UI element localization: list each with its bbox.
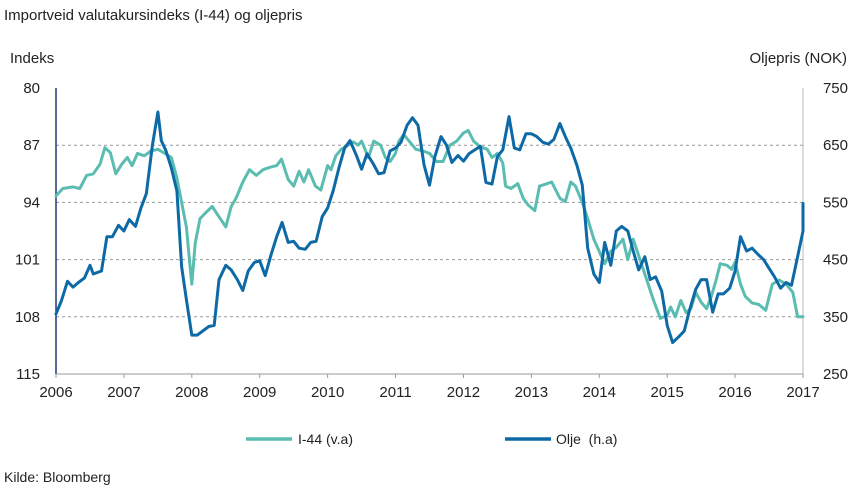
x-tick-label: 2007 — [107, 384, 140, 401]
legend-label-i44: I-44 (v.a) — [298, 431, 353, 447]
right-tick-label: 450 — [823, 252, 848, 269]
x-tick-label: 2013 — [515, 384, 548, 401]
left-tick-label: 108 — [15, 309, 40, 326]
chart-title: Importveid valutakursindeks (I-44) og ol… — [4, 7, 302, 24]
left-tick-label: 94 — [23, 194, 40, 211]
source-note: Kilde: Bloomberg — [4, 469, 111, 485]
x-tick-label: 2014 — [583, 384, 616, 401]
left-tick-label: 115 — [16, 366, 40, 383]
left-tick-label: 87 — [23, 137, 40, 154]
left-tick-label: 80 — [23, 80, 40, 97]
x-tick-label: 2017 — [786, 384, 819, 401]
x-tick-label: 2011 — [379, 384, 411, 401]
legend: I-44 (v.a) Olje (h.a) — [246, 431, 617, 447]
x-tick-label: 2006 — [39, 384, 72, 401]
left-tick-labels: 80 87 94 101 108 115 — [15, 80, 40, 383]
x-tick-label: 2010 — [311, 384, 344, 401]
right-tick-label: 550 — [823, 194, 848, 211]
gridlines — [56, 144, 803, 318]
x-tick-label: 2009 — [243, 384, 276, 401]
series-line-olje — [54, 110, 805, 344]
right-tick-label: 250 — [823, 366, 848, 383]
right-tick-label: 750 — [823, 80, 848, 97]
right-axis-label: Oljepris (NOK) — [749, 50, 847, 67]
left-axis-label: Indeks — [10, 50, 54, 67]
series-lines — [54, 110, 805, 344]
x-tick-label: 2015 — [650, 384, 683, 401]
series-line-i44 — [54, 129, 805, 320]
right-tick-label: 350 — [823, 309, 848, 326]
legend-label-olje: Olje (h.a) — [556, 431, 617, 447]
x-tick-label: 2008 — [175, 384, 208, 401]
x-tick-label: 2016 — [718, 384, 751, 401]
right-tick-label: 650 — [823, 137, 848, 154]
x-tick-labels: 2006 2007 2008 2009 2010 2011 2012 2013 2014 2015… — [39, 374, 820, 401]
x-tick-label: 2012 — [447, 384, 480, 401]
right-tick-labels: 750 650 550 450 350 250 — [823, 80, 848, 383]
left-tick-label: 101 — [15, 252, 40, 269]
